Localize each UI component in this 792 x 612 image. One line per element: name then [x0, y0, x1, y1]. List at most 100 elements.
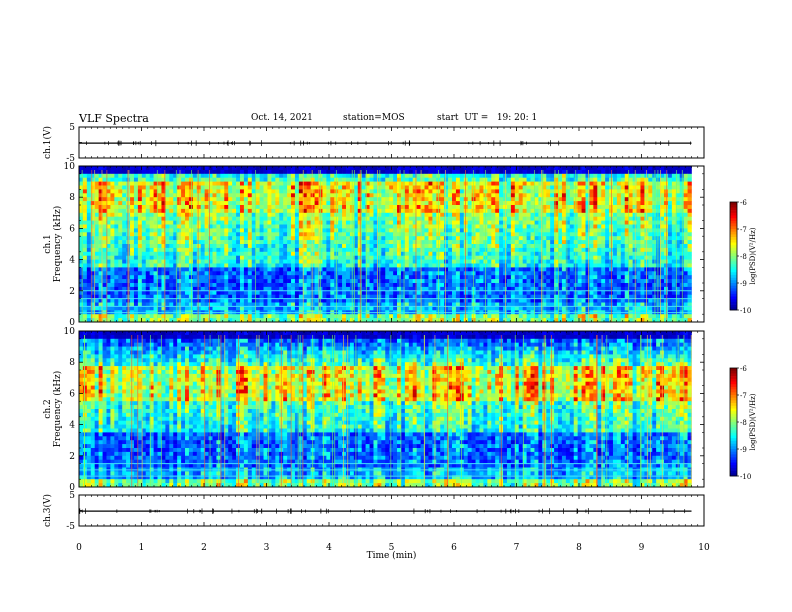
- spectrogram-cell: [671, 185, 677, 190]
- spectrogram-cell: [455, 205, 461, 210]
- spectrogram-cell: [306, 244, 311, 249]
- spectrogram-cell: [236, 279, 241, 284]
- spectrogram-cell: [522, 177, 527, 182]
- spectrogram-cell: [79, 169, 84, 175]
- spectrogram-cell: [118, 189, 123, 194]
- spectrogram-cell: [373, 275, 378, 280]
- spectrogram-cell: [463, 275, 469, 280]
- spectrogram-cell: [628, 236, 633, 241]
- spectrogram-cell: [90, 212, 96, 217]
- spectrogram-cell: [82, 232, 88, 237]
- spectrogram-cell: [412, 197, 417, 202]
- spectrogram-cell: [628, 247, 633, 253]
- spectrogram-cell: [86, 232, 92, 237]
- spectrogram-cell: [652, 271, 657, 276]
- spectrogram-cell: [247, 197, 253, 202]
- spectrogram-cell: [275, 208, 280, 214]
- spectrogram-cell: [236, 275, 241, 280]
- spectrogram-cell: [79, 201, 84, 206]
- spectrogram-cell: [200, 208, 205, 214]
- spectrogram-cell: [404, 169, 410, 175]
- spectrogram-cell: [546, 189, 551, 194]
- spectrogram-cell: [181, 259, 186, 264]
- spectrogram-cell: [90, 205, 96, 210]
- spectrogram-cell: [558, 244, 563, 249]
- spectrogram-cell: [149, 181, 154, 186]
- spectrogram-cell: [369, 251, 374, 256]
- spectrogram-cell: [440, 263, 445, 268]
- spectrogram-cell: [102, 224, 107, 229]
- spectrogram-cell: [628, 193, 633, 198]
- spectrogram-cell: [114, 173, 119, 178]
- spectrogram-cell: [546, 220, 551, 225]
- spectrogram-cell: [554, 208, 559, 214]
- spectrogram-cell: [239, 185, 245, 190]
- spectrogram-cell: [420, 193, 425, 198]
- spectrogram-cell: [177, 216, 182, 221]
- spectrogram-cell: [106, 236, 111, 241]
- spectrogram-cell: [90, 271, 96, 276]
- spectrogram-cell: [656, 166, 661, 171]
- spectrogram-cell: [149, 212, 154, 217]
- spectrogram-cell: [306, 173, 311, 178]
- spectrogram-cell: [589, 193, 594, 198]
- spectrogram-cell: [204, 240, 209, 245]
- spectrogram-cell: [514, 244, 520, 249]
- spectrogram-cell: [181, 275, 186, 280]
- spectrogram-cell: [495, 169, 500, 175]
- spectrogram-cell: [353, 244, 359, 249]
- spectrogram-cell: [98, 224, 103, 229]
- spectrogram-cell: [475, 166, 480, 171]
- spectrogram-cell: [94, 247, 99, 253]
- spectrogram-cell: [90, 166, 96, 171]
- spectrogram-cell: [149, 189, 154, 194]
- spectrogram-cell: [137, 275, 143, 280]
- spectrogram-cell: [122, 224, 127, 229]
- spectrogram-cell: [204, 169, 209, 175]
- spectrogram-cell: [255, 263, 260, 268]
- spectrogram-cell: [255, 251, 260, 256]
- spectrogram-cell: [558, 236, 563, 241]
- spectrogram-cell: [365, 232, 370, 237]
- spectrogram-cell: [239, 275, 245, 280]
- spectrogram-cell: [671, 224, 677, 229]
- spectrogram-cell: [609, 166, 614, 171]
- spectrogram-cell: [259, 232, 264, 237]
- spectrogram-cell: [632, 216, 637, 221]
- spectrogram-cell: [687, 197, 692, 202]
- spectrogram-cell: [263, 189, 268, 194]
- spectrogram-cell: [467, 173, 472, 178]
- spectrogram-cell: [601, 228, 606, 233]
- spectrogram-cell: [334, 166, 339, 171]
- spectrogram-cell: [338, 263, 343, 268]
- spectrogram-cell: [98, 173, 103, 178]
- spectrogram-cell: [298, 240, 304, 245]
- spectrogram-cell: [130, 166, 135, 171]
- spectrogram-cell: [208, 236, 213, 241]
- spectrogram-cell: [522, 208, 527, 214]
- spectrogram-cell: [373, 240, 378, 245]
- spectrogram-cell: [671, 205, 677, 210]
- spectrogram-cell: [538, 189, 543, 194]
- spectrogram-cell: [510, 247, 516, 253]
- spectrogram-cell: [196, 275, 202, 280]
- spectrogram-cell: [247, 236, 253, 241]
- spectrogram-cell: [302, 232, 308, 237]
- spectrogram-cell: [428, 271, 433, 276]
- spectrogram-cell: [141, 224, 147, 229]
- spectrogram-cell: [424, 240, 429, 245]
- spectrogram-cell: [624, 240, 629, 245]
- spectrogram-cell: [648, 193, 653, 198]
- spectrogram-cell: [306, 166, 311, 171]
- spectrogram-cell: [538, 279, 543, 284]
- spectrogram-cell: [510, 220, 516, 225]
- spectrogram-cell: [581, 255, 586, 260]
- spectrogram-cell: [589, 247, 594, 253]
- spectrogram-cell: [137, 255, 143, 260]
- spectrogram-cell: [550, 279, 555, 284]
- spectrogram-cell: [353, 185, 359, 190]
- spectrogram-cell: [82, 177, 88, 182]
- spectrogram-cell: [542, 224, 547, 229]
- spectrogram-cell: [271, 177, 276, 182]
- spectrogram-cell: [522, 236, 527, 241]
